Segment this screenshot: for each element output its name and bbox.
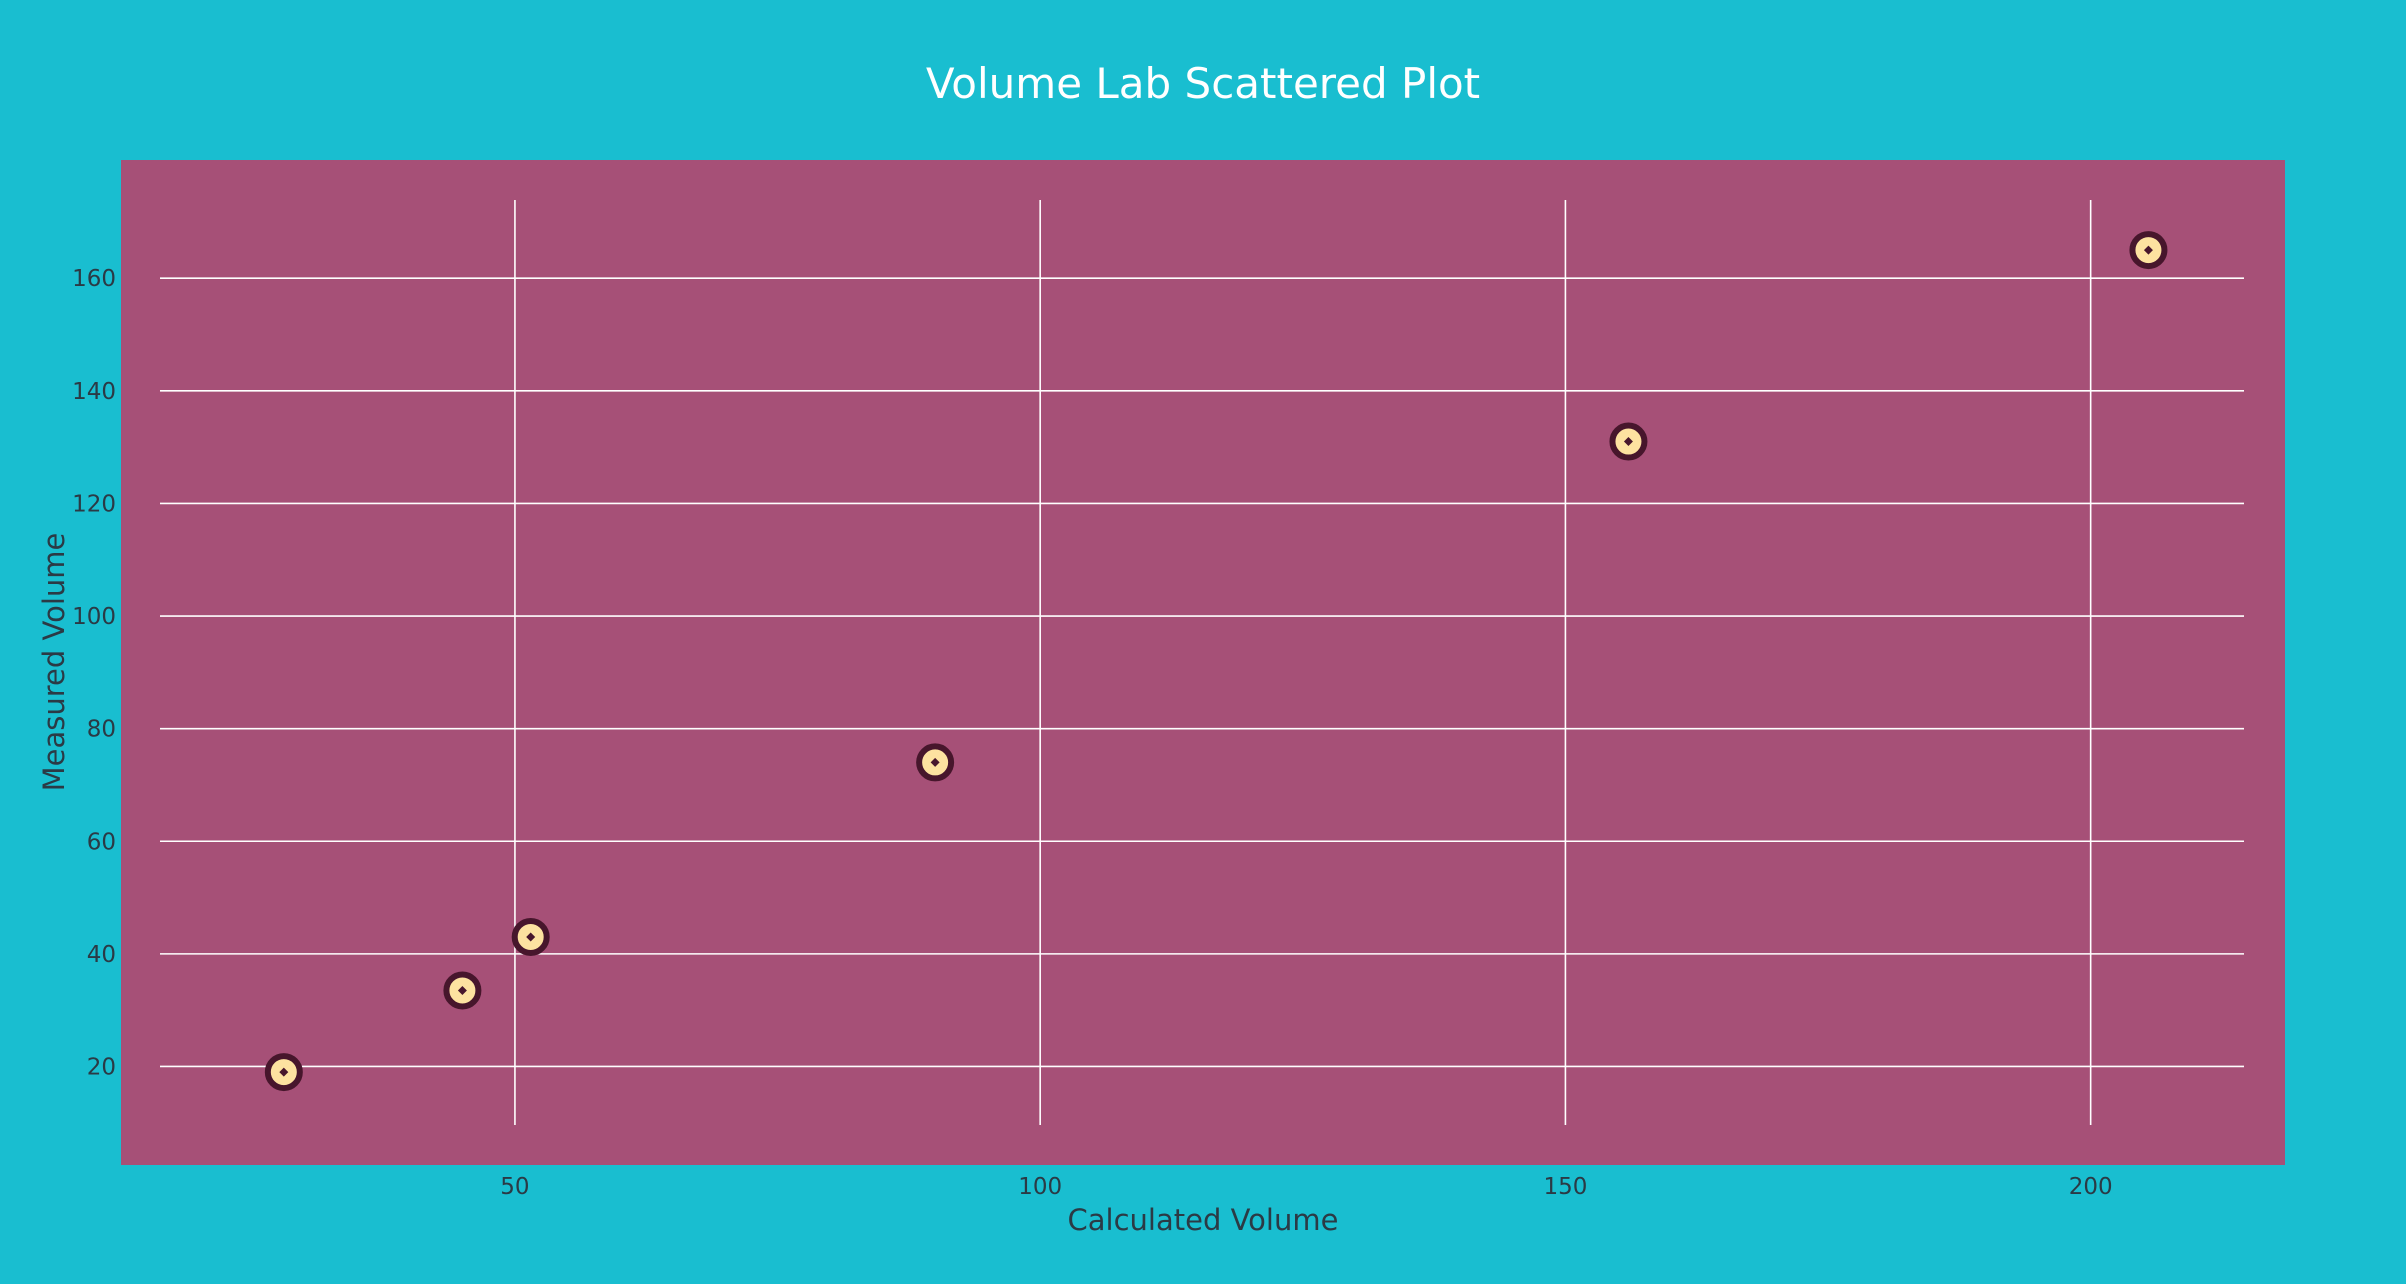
scatter-point-center: [526, 932, 536, 942]
scatter-point-center: [1623, 437, 1633, 447]
scatter-point: [2129, 231, 2168, 270]
y-tick-label: 20: [87, 1054, 116, 1080]
scatter-point-center: [279, 1067, 289, 1077]
scatter-point-center: [2143, 245, 2153, 255]
plot-background: [121, 160, 2285, 1165]
x-tick-label: 100: [1018, 1174, 1062, 1200]
tick-labels: 50 100 150 200 20 40 60 80 100 120 140 160: [72, 266, 2113, 1200]
y-tick-label: 120: [72, 491, 116, 517]
scatter-point-center: [930, 757, 940, 767]
scatter-point-center: [457, 985, 467, 995]
grid-lines: [160, 200, 2244, 1125]
x-tick-label: 200: [2069, 1174, 2113, 1200]
y-tick-label: 60: [87, 829, 116, 855]
data-points: [264, 231, 2168, 1092]
x-tick-label: 50: [500, 1174, 529, 1200]
y-tick-label: 40: [87, 942, 116, 968]
scatter-point: [443, 971, 482, 1010]
y-tick-label: 100: [72, 604, 116, 630]
scatter-point: [916, 743, 955, 782]
y-tick-label: 140: [72, 379, 116, 405]
y-tick-label: 80: [87, 717, 116, 743]
scatter-point: [264, 1053, 303, 1092]
chart-title: Volume Lab Scattered Plot: [926, 59, 1480, 108]
scatter-point: [1609, 422, 1648, 461]
x-axis-title: Calculated Volume: [1068, 1203, 1339, 1237]
x-tick-label: 150: [1543, 1174, 1587, 1200]
y-tick-label: 160: [72, 266, 116, 292]
y-axis-title: Measured Volume: [37, 533, 71, 792]
scatter-point: [511, 917, 550, 956]
